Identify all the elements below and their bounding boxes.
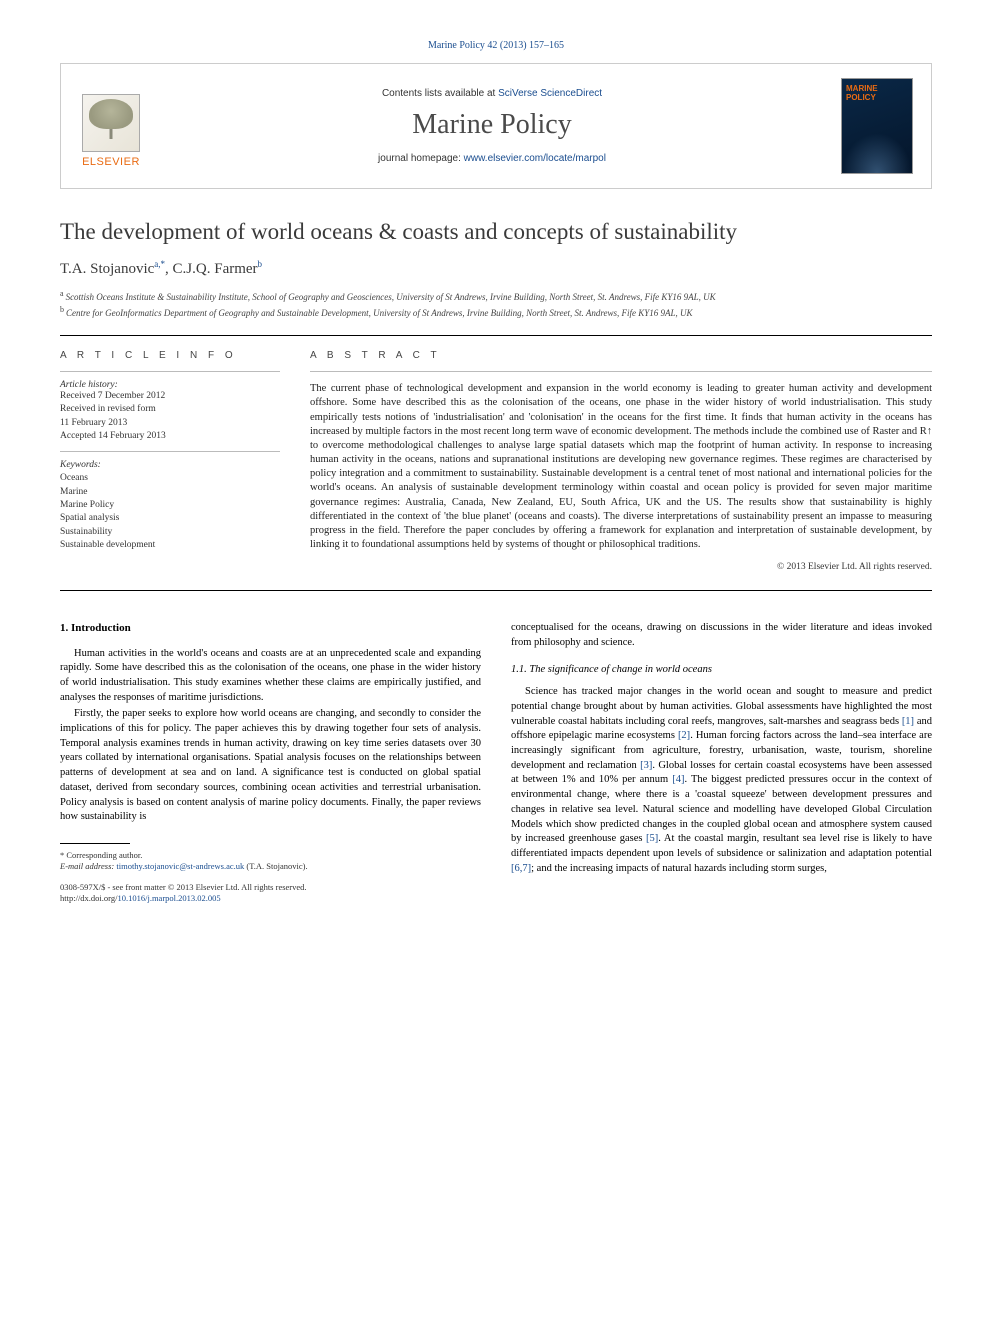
affiliation-b-text: Centre for GeoInformatics Department of … bbox=[66, 308, 693, 318]
body-rule bbox=[60, 590, 932, 591]
info-abstract-row: A R T I C L E I N F O Article history: R… bbox=[60, 350, 932, 572]
journal-name: Marine Policy bbox=[161, 109, 823, 141]
page-root: Marine Policy 42 (2013) 157–165 ELSEVIER… bbox=[0, 0, 992, 944]
paragraph-continuation: conceptualised for the oceans, drawing o… bbox=[511, 621, 932, 650]
history-received: Received 7 December 2012 bbox=[60, 390, 280, 403]
top-citation: Marine Policy 42 (2013) 157–165 bbox=[60, 40, 932, 51]
citation-link[interactable]: [5] bbox=[646, 833, 658, 844]
history-revised-1: Received in revised form bbox=[60, 403, 280, 416]
affiliation-b: bCentre for GeoInformatics Department of… bbox=[60, 304, 932, 320]
email-label: E-mail address: bbox=[60, 861, 116, 871]
cover-title: MARINE POLICY bbox=[846, 85, 908, 103]
keywords-label: Keywords: bbox=[60, 460, 280, 470]
info-rule-1 bbox=[60, 371, 280, 372]
section-rule bbox=[60, 335, 932, 336]
doi-line: http://dx.doi.org/10.1016/j.marpol.2013.… bbox=[60, 893, 481, 904]
article-info: A R T I C L E I N F O Article history: R… bbox=[60, 350, 280, 572]
section-1-heading: 1. Introduction bbox=[60, 621, 481, 636]
history-accepted: Accepted 14 February 2013 bbox=[60, 430, 280, 443]
elsevier-tree-icon bbox=[82, 94, 140, 152]
affiliation-b-sup: b bbox=[60, 305, 64, 314]
text-run: ; and the increasing impacts of natural … bbox=[531, 863, 827, 874]
affiliation-a-sup: a bbox=[60, 289, 64, 298]
citation-link[interactable]: [2] bbox=[678, 730, 690, 741]
abstract-copyright: © 2013 Elsevier Ltd. All rights reserved… bbox=[310, 562, 932, 572]
sciencedirect-link[interactable]: SciVerse ScienceDirect bbox=[498, 88, 602, 99]
email-footnote: E-mail address: timothy.stojanovic@st-an… bbox=[60, 861, 481, 872]
citation-link[interactable]: [6,7] bbox=[511, 863, 531, 874]
doi-link[interactable]: 10.1016/j.marpol.2013.02.005 bbox=[117, 893, 220, 903]
publisher-name: ELSEVIER bbox=[82, 156, 140, 168]
footnote-separator bbox=[60, 843, 130, 844]
affiliation-a-text: Scottish Oceans Institute & Sustainabili… bbox=[66, 292, 716, 302]
paragraph: Science has tracked major changes in the… bbox=[511, 685, 932, 876]
citation-link[interactable]: [3] bbox=[640, 760, 652, 771]
abstract-heading: A B S T R A C T bbox=[310, 350, 932, 361]
abstract-text: The current phase of technological devel… bbox=[310, 382, 932, 552]
publisher-logo: ELSEVIER bbox=[79, 84, 143, 168]
footer-meta: 0308-597X/$ - see front matter © 2013 El… bbox=[60, 882, 481, 904]
keyword-item: Marine bbox=[60, 486, 280, 499]
info-rule-2 bbox=[60, 451, 280, 452]
abstract-rule bbox=[310, 371, 932, 372]
contents-prefix: Contents lists available at bbox=[382, 88, 498, 99]
article-info-heading: A R T I C L E I N F O bbox=[60, 350, 280, 361]
column-right: conceptualised for the oceans, drawing o… bbox=[511, 621, 932, 904]
journal-cover-thumbnail: MARINE POLICY bbox=[841, 78, 913, 174]
journal-homepage-line: journal homepage: www.elsevier.com/locat… bbox=[161, 153, 823, 164]
citation-link[interactable]: [4] bbox=[672, 774, 684, 785]
keyword-item: Oceans bbox=[60, 472, 280, 485]
article-history-label: Article history: bbox=[60, 380, 280, 390]
author-2-name: C.J.Q. Farmer bbox=[173, 261, 258, 277]
paragraph: Firstly, the paper seeks to explore how … bbox=[60, 707, 481, 825]
subsection-1-1-heading: 1.1. The significance of change in world… bbox=[511, 663, 932, 678]
history-revised-2: 11 February 2013 bbox=[60, 417, 280, 430]
keyword-item: Sustainable development bbox=[60, 539, 280, 552]
author-1-sup: a,* bbox=[154, 259, 165, 269]
affiliation-a: aScottish Oceans Institute & Sustainabil… bbox=[60, 288, 932, 304]
article-title: The development of world oceans & coasts… bbox=[60, 219, 932, 245]
keyword-item: Spatial analysis bbox=[60, 512, 280, 525]
contents-available-line: Contents lists available at SciVerse Sci… bbox=[161, 88, 823, 99]
journal-header: ELSEVIER Contents lists available at Sci… bbox=[60, 63, 932, 189]
column-left: 1. Introduction Human activities in the … bbox=[60, 621, 481, 904]
keyword-item: Marine Policy bbox=[60, 499, 280, 512]
header-center: Contents lists available at SciVerse Sci… bbox=[161, 88, 823, 164]
keyword-item: Sustainability bbox=[60, 526, 280, 539]
author-1-name: T.A. Stojanovic bbox=[60, 261, 154, 277]
doi-prefix: http://dx.doi.org/ bbox=[60, 893, 117, 903]
front-matter-line: 0308-597X/$ - see front matter © 2013 El… bbox=[60, 882, 481, 893]
author-2-sup: b bbox=[258, 259, 263, 269]
homepage-prefix: journal homepage: bbox=[378, 153, 464, 164]
abstract: A B S T R A C T The current phase of tec… bbox=[310, 350, 932, 572]
text-run: Science has tracked major changes in the… bbox=[511, 686, 932, 726]
email-suffix: (T.A. Stojanovic). bbox=[244, 861, 307, 871]
authors: T.A. Stojanovica,*, C.J.Q. Farmerb bbox=[60, 259, 932, 278]
journal-homepage-link[interactable]: www.elsevier.com/locate/marpol bbox=[464, 153, 606, 164]
affiliations: aScottish Oceans Institute & Sustainabil… bbox=[60, 288, 932, 319]
corresponding-author-note: * Corresponding author. bbox=[60, 850, 481, 861]
citation-link[interactable]: [1] bbox=[902, 716, 914, 727]
paragraph: Human activities in the world's oceans a… bbox=[60, 647, 481, 706]
author-email-link[interactable]: timothy.stojanovic@st-andrews.ac.uk bbox=[116, 861, 244, 871]
body-columns: 1. Introduction Human activities in the … bbox=[60, 621, 932, 904]
